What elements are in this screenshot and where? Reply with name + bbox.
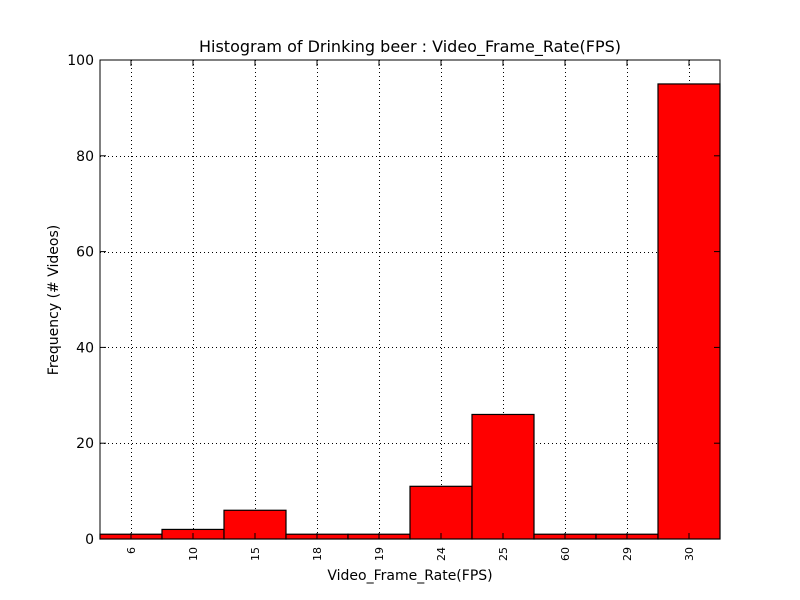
x-tick-label: 6 (125, 547, 138, 554)
x-tick-label: 18 (311, 547, 324, 561)
y-axis-label: Frequency (# Videos) (46, 225, 62, 375)
y-tick-label: 80 (76, 149, 94, 165)
bar-25 (471, 413, 535, 540)
x-tick-label: 30 (683, 547, 696, 561)
plot-frame (99, 59, 721, 540)
y-tick-label: 60 (76, 245, 94, 261)
x-tick-label: 29 (621, 547, 634, 561)
x-tick-label: 60 (559, 547, 572, 561)
y-tick-label: 0 (85, 532, 94, 548)
x-tick-label: 25 (497, 547, 510, 561)
x-tick-label: 10 (187, 547, 200, 561)
y-tick-labels: 0 20 40 60 80 100 (67, 53, 94, 548)
bar-24 (409, 485, 473, 540)
bar-30 (657, 83, 721, 540)
chart-title: Histogram of Drinking beer : Video_Frame… (199, 37, 621, 57)
x-axis-label: Video_Frame_Rate(FPS) (327, 568, 492, 584)
axis-ticks (100, 59, 720, 540)
y-tick-label: 20 (76, 436, 94, 452)
x-tick-label: 19 (373, 547, 386, 561)
x-tick-labels: 6 10 15 18 19 24 25 60 29 30 (125, 547, 696, 561)
x-tick-label: 15 (249, 547, 262, 561)
grid-lines (100, 60, 720, 539)
x-tick-label: 24 (435, 547, 448, 561)
y-tick-label: 100 (67, 53, 94, 69)
y-tick-label: 40 (76, 340, 94, 356)
